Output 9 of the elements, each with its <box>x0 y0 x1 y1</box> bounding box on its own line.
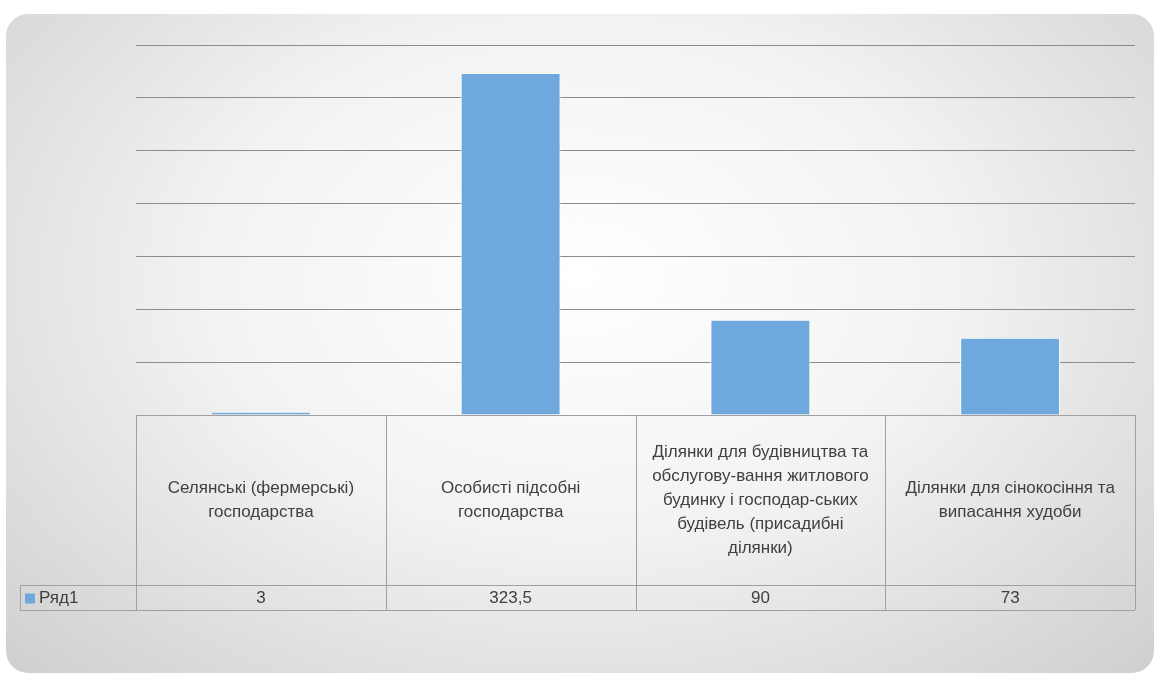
data-label: 323,5 <box>489 588 532 608</box>
x-tick-label: Ділянки для будівництва та обслугову-вання житлового будинку і господар-ських будівель (присадибні ділянки) <box>652 441 869 557</box>
data-label: 90 <box>750 588 770 608</box>
x-tick-label: Селянські (фермерські) господарства <box>167 477 355 521</box>
x-tick-label: Ділянки для сінокосіння та випасання худоби <box>905 477 1116 521</box>
legend-label: Ряд1 <box>39 588 79 608</box>
data-label: 73 <box>1000 588 1020 608</box>
data-label: 3 <box>256 588 266 608</box>
x-tick-label: Особисті підсобні господарства <box>440 477 581 521</box>
